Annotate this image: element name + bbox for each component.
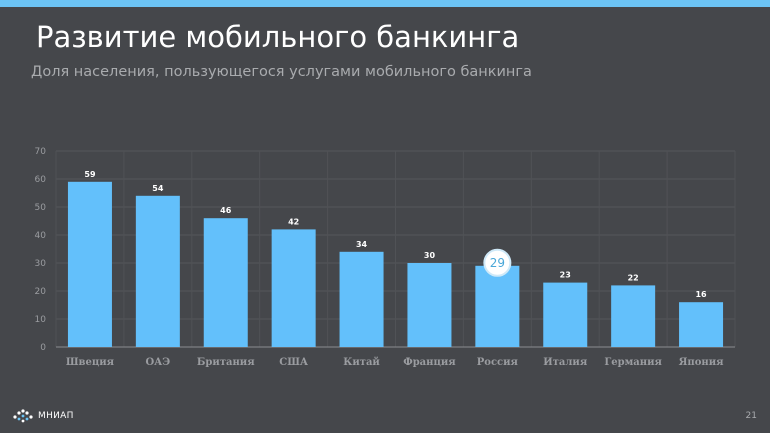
x-tick-label: Франция bbox=[403, 357, 456, 368]
top-accent-bar bbox=[0, 0, 770, 7]
y-tick-label: 10 bbox=[35, 315, 47, 325]
y-tick-label: 20 bbox=[35, 287, 47, 297]
y-tick-label: 60 bbox=[35, 175, 47, 185]
data-label: 54 bbox=[152, 184, 164, 193]
x-tick-label: Швеция bbox=[66, 357, 115, 368]
data-label: 22 bbox=[628, 273, 639, 282]
bar bbox=[135, 195, 180, 347]
x-tick-label: Китай bbox=[343, 357, 380, 368]
value-labels: 59 54 46 42 34 30 23 22 16 bbox=[84, 170, 707, 299]
logo: МНИАП bbox=[12, 408, 74, 424]
bar bbox=[407, 263, 452, 347]
highlight-marker: 29 bbox=[483, 248, 512, 277]
x-tick-label: Британия bbox=[197, 357, 255, 368]
bar bbox=[339, 251, 384, 347]
y-tick-label: 0 bbox=[40, 343, 46, 353]
bar bbox=[611, 285, 656, 347]
x-axis-categories: Швеция ОАЭ Британия США Китай Франция Россия Ит… bbox=[66, 357, 724, 368]
data-label: 59 bbox=[84, 170, 96, 179]
bar bbox=[203, 218, 248, 347]
bar bbox=[271, 229, 316, 347]
y-tick-label: 40 bbox=[35, 231, 47, 241]
y-tick-label: 70 bbox=[35, 147, 47, 157]
bars bbox=[67, 181, 724, 347]
data-label: 16 bbox=[695, 290, 707, 299]
data-label: 42 bbox=[288, 217, 299, 226]
data-label: 34 bbox=[356, 240, 368, 249]
highlight-label: 29 bbox=[490, 256, 505, 270]
logo-icon bbox=[13, 409, 33, 423]
bar bbox=[543, 282, 588, 347]
x-tick-label: США bbox=[279, 357, 309, 368]
x-tick-label: Россия bbox=[477, 357, 519, 368]
slide-title: Развитие мобильного банкинга bbox=[36, 20, 520, 54]
data-label: 30 bbox=[424, 251, 436, 260]
logo-text: МНИАП bbox=[38, 411, 74, 421]
bar bbox=[475, 265, 520, 347]
slide-subtitle: Доля населения, пользующегося услугами м… bbox=[31, 64, 532, 80]
highlight-circle bbox=[483, 248, 512, 277]
x-tick-label: Япония bbox=[679, 357, 725, 368]
data-label: 23 bbox=[560, 271, 571, 280]
x-tick-label: Италия bbox=[543, 357, 588, 368]
y-tick-label: 30 bbox=[35, 259, 47, 269]
data-label: 46 bbox=[220, 206, 232, 215]
bar bbox=[67, 181, 112, 347]
y-tick-label: 50 bbox=[35, 203, 47, 213]
y-axis-ticks: 0 10 20 30 40 50 60 70 bbox=[35, 147, 47, 353]
x-tick-label: ОАЭ bbox=[145, 357, 170, 368]
x-tick-label: Германия bbox=[604, 357, 662, 368]
page-number: 21 bbox=[745, 411, 757, 421]
bar bbox=[679, 302, 724, 347]
